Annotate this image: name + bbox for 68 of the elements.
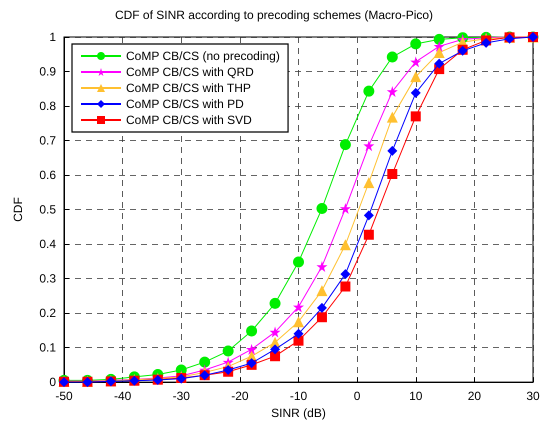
point — [293, 316, 304, 328]
point — [363, 140, 374, 152]
legend-label: CoMP CB/CS with PD — [126, 97, 244, 111]
y-tick-label: 0 — [49, 375, 56, 390]
y-tick-label: 1 — [49, 30, 56, 44]
point — [246, 326, 258, 337]
x-axis-title: SINR (dB) — [271, 406, 326, 420]
legend-label: CoMP CB/CS with QRD — [126, 65, 254, 79]
x-tick-label: 10 — [409, 389, 423, 404]
point — [386, 112, 398, 123]
chart-title: CDF of SINR according to precoding schemes (Macro-Pico) — [114, 8, 434, 22]
point — [410, 56, 422, 68]
y-tick-label: 0.1 — [39, 340, 56, 355]
point — [316, 285, 328, 296]
point — [481, 38, 492, 48]
point — [340, 282, 350, 292]
point — [246, 344, 258, 355]
x-tick-label: -30 — [172, 389, 190, 404]
y-tick-label: 0.4 — [39, 237, 56, 252]
point — [364, 230, 374, 240]
y-tick-label: 0.8 — [39, 99, 56, 114]
point — [434, 58, 444, 69]
legend-label: CoMP CB/CS with THP — [126, 81, 251, 95]
y-tick-label: 0.2 — [39, 306, 56, 320]
point — [316, 260, 328, 272]
point — [199, 356, 210, 368]
y-tick-label: 0.7 — [39, 134, 56, 148]
point — [340, 139, 351, 150]
point — [316, 203, 328, 214]
point — [410, 111, 421, 122]
y-tick-label: 0.5 — [39, 202, 56, 217]
y-tick-label: 0.9 — [39, 64, 56, 79]
y-axis-title: CDF — [11, 197, 25, 222]
point — [434, 34, 445, 45]
point — [270, 326, 281, 338]
point — [434, 47, 445, 58]
point — [294, 328, 304, 339]
point — [340, 203, 351, 214]
point — [410, 88, 421, 98]
point — [363, 177, 374, 188]
point — [222, 346, 234, 357]
point — [363, 86, 374, 97]
point — [410, 38, 422, 50]
point — [340, 269, 350, 280]
point — [293, 301, 304, 312]
point — [270, 344, 280, 354]
point — [316, 302, 327, 313]
x-tick-label: 30 — [526, 389, 540, 404]
x-tick-label: -50 — [55, 389, 73, 404]
y-tick-label: 0.6 — [39, 168, 56, 182]
x-tick-label: 0 — [354, 389, 361, 404]
y-tick-label: 0.3 — [39, 272, 56, 286]
legend-label: CoMP CB/CS with SVD — [126, 113, 252, 127]
x-tick-label: -20 — [231, 389, 249, 404]
legend-label: CoMP CB/CS (no precoding) — [126, 49, 280, 63]
point — [387, 169, 398, 180]
point — [293, 256, 304, 268]
point — [340, 239, 351, 250]
point — [270, 298, 281, 309]
x-tick-label: -40 — [114, 389, 132, 404]
point — [387, 146, 398, 156]
point — [386, 86, 398, 98]
x-tick-label: -10 — [290, 389, 308, 404]
point — [316, 312, 327, 322]
x-tick-label: 20 — [468, 389, 482, 404]
point — [410, 71, 422, 82]
point — [386, 52, 398, 63]
point — [364, 210, 374, 220]
